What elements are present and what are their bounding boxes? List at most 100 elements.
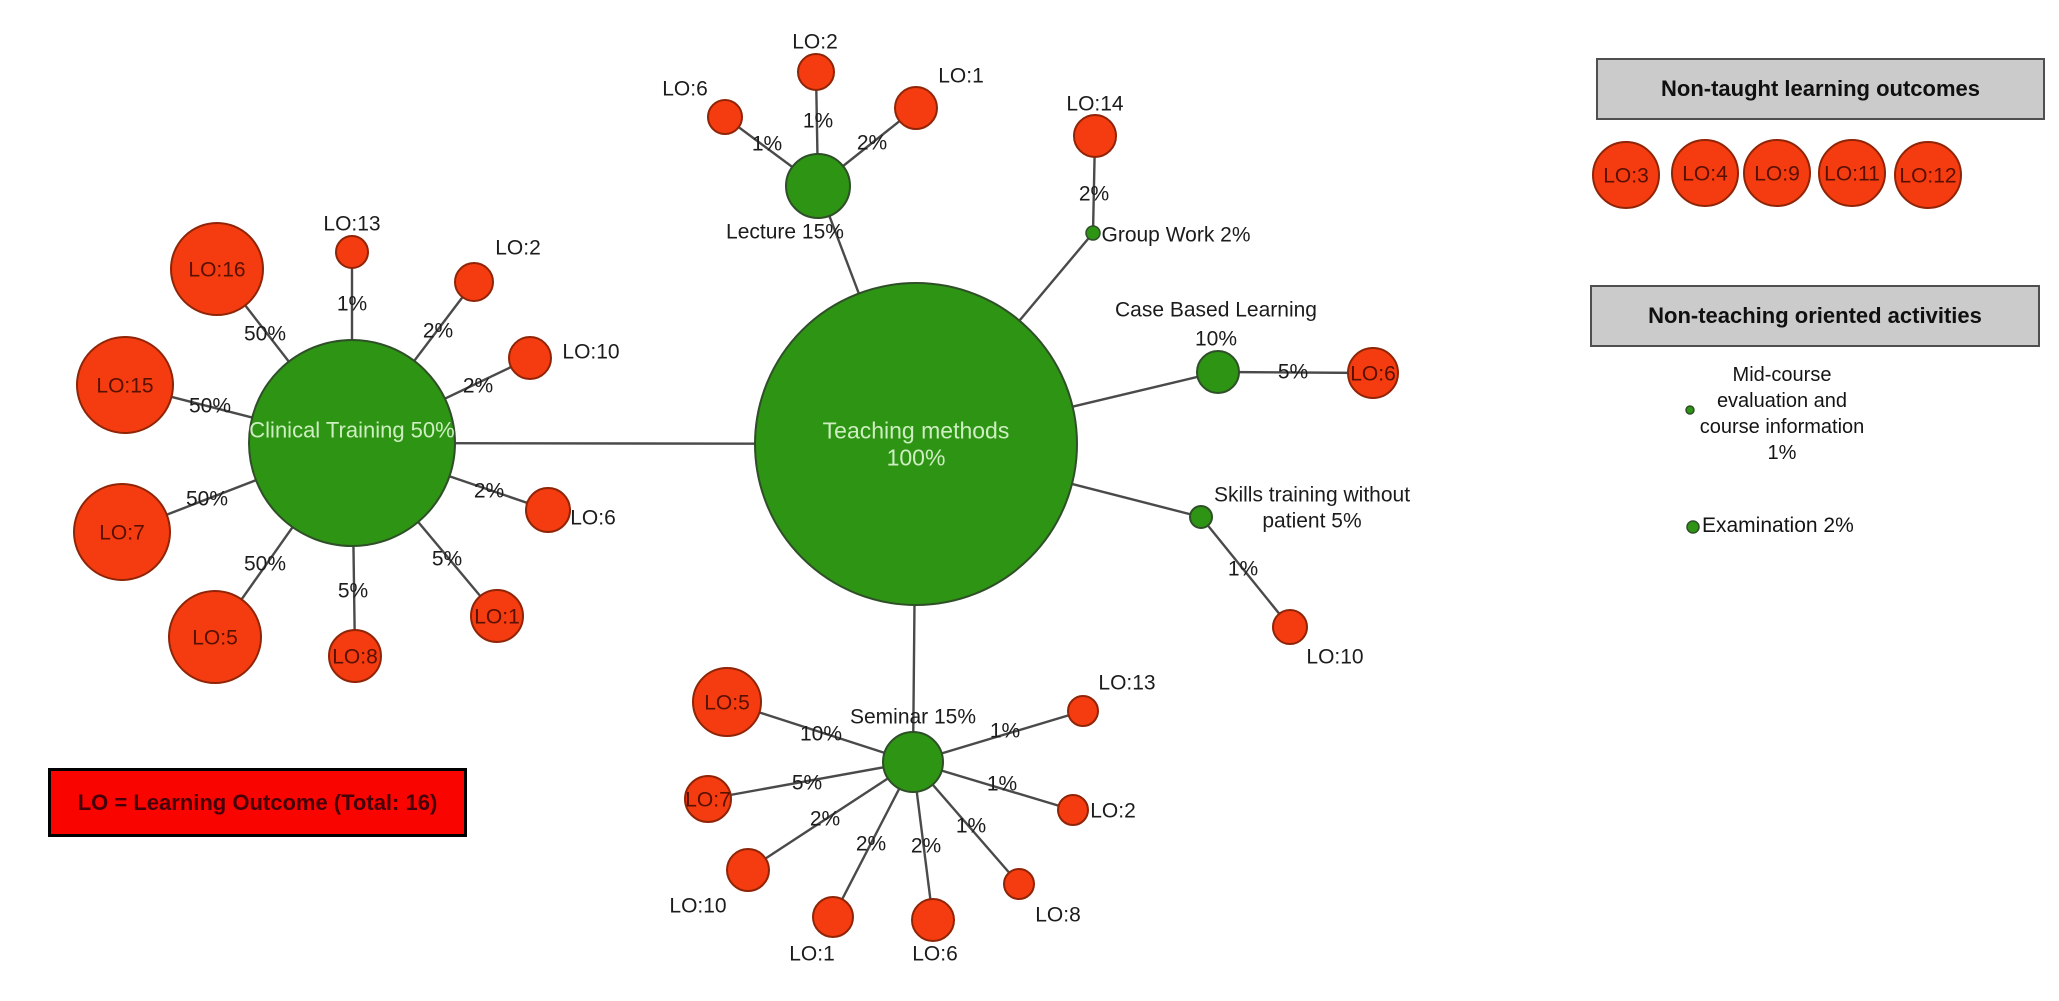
edge-label-seminar-lo10-seminar: 2% xyxy=(810,807,840,830)
node-label-teaching-methods: Teaching methods 100% xyxy=(823,418,1010,471)
node-lo10-seminar xyxy=(726,848,770,892)
node-case-based-learning xyxy=(1196,350,1240,394)
node-lo9-nontaught xyxy=(1743,139,1811,207)
edge-seminar-lo7-seminar xyxy=(707,760,914,801)
node-label-lo1-lecture: LO:1 xyxy=(938,64,984,87)
skills-training-label: Skills training without patient 5% xyxy=(1214,483,1410,532)
node-label-lo6-clinical: LO:6 xyxy=(570,506,616,529)
node-lo1-clinical xyxy=(470,589,524,643)
node-label-lo7-clinical: LO:7 xyxy=(99,521,145,544)
lecture-label: Lecture 15% xyxy=(726,220,844,243)
node-label-lo6-case-based: LO:6 xyxy=(1350,362,1396,385)
case-based-learning-label: Case Based Learning 10% xyxy=(1115,298,1317,350)
node-label-lo10-skills: LO:10 xyxy=(1306,645,1363,668)
node-lecture xyxy=(785,153,851,219)
node-label-lo14-group-work: LO:14 xyxy=(1066,92,1124,115)
edge-label-seminar-lo7-seminar: 5% xyxy=(792,771,822,794)
node-lo8-seminar xyxy=(1003,868,1035,900)
node-label-lo2-lecture: LO:2 xyxy=(792,30,838,53)
group-work-label: Group Work 2% xyxy=(1102,223,1251,246)
node-mid-course-dot xyxy=(1685,405,1695,415)
node-label-lo10-clinical: LO:10 xyxy=(562,340,619,363)
edge-label-case-based-learning-lo6-case-based: 5% xyxy=(1278,360,1308,383)
examination-label: Examination 2% xyxy=(1702,514,1854,537)
node-label-lo13-seminar: LO:13 xyxy=(1098,671,1155,694)
node-lo6-case-based xyxy=(1347,347,1399,399)
node-teaching-methods xyxy=(754,282,1078,606)
edge-label-lecture-lo2-lecture: 1% xyxy=(803,109,833,132)
node-lo10-skills xyxy=(1272,609,1308,645)
edge-label-clinical-training-lo10-clinical: 2% xyxy=(463,374,493,397)
node-label-lo2-clinical: LO:2 xyxy=(495,236,541,259)
edge-label-seminar-lo6-seminar: 2% xyxy=(911,834,941,857)
edge-label-group-work-lo14-group-work: 2% xyxy=(1079,182,1109,205)
node-lo11-nontaught xyxy=(1818,139,1886,207)
node-lo8-clinical xyxy=(328,629,382,683)
node-label-lo1-seminar: LO:1 xyxy=(789,942,835,965)
node-lo6-seminar xyxy=(911,898,955,942)
node-lo10-clinical xyxy=(508,336,552,380)
edge-label-clinical-training-lo7-clinical: 50% xyxy=(186,487,228,510)
node-group-work xyxy=(1085,225,1101,241)
edge-label-lecture-lo1-lecture: 2% xyxy=(857,131,887,154)
node-lo2-lecture xyxy=(797,53,835,91)
node-lo2-seminar xyxy=(1057,794,1089,826)
node-label-lo13-clinical: LO:13 xyxy=(323,212,380,235)
edge-label-clinical-training-lo13-clinical: 1% xyxy=(337,292,367,315)
edge-label-skills-training-lo10-skills: 1% xyxy=(1228,557,1258,580)
node-label-lo10-seminar: LO:10 xyxy=(669,894,726,917)
node-label-lo9-nontaught: LO:9 xyxy=(1754,162,1800,185)
edge-skills-training-lo10-skills xyxy=(1200,516,1291,628)
edge-label-seminar-lo2-seminar: 1% xyxy=(987,772,1017,795)
node-lo1-lecture xyxy=(894,86,938,130)
node-label-lo5-seminar: LO:5 xyxy=(704,691,750,714)
non-taught-outcomes-header: Non-taught learning outcomes xyxy=(1596,58,2045,120)
non-teaching-activities-header: Non-teaching oriented activities xyxy=(1590,285,2040,347)
edge-label-seminar-lo13-seminar: 1% xyxy=(990,719,1020,742)
node-examination-dot xyxy=(1686,520,1700,534)
edge-label-clinical-training-lo16-clinical: 50% xyxy=(244,322,286,345)
node-lo5-seminar xyxy=(692,667,762,737)
edge-label-seminar-lo8-seminar: 1% xyxy=(956,814,986,837)
edge-label-clinical-training-lo5-clinical: 50% xyxy=(244,552,286,575)
node-lo2-clinical xyxy=(454,262,494,302)
edge-label-seminar-lo1-seminar: 2% xyxy=(856,832,886,855)
edge-label-clinical-training-lo8-clinical: 5% xyxy=(338,579,368,602)
node-lo6-lecture xyxy=(707,99,743,135)
edge-label-lecture-lo6-lecture: 1% xyxy=(752,132,782,155)
node-label-lo6-seminar: LO:6 xyxy=(912,942,958,965)
edge-seminar-lo10-seminar xyxy=(747,760,914,872)
edge-label-clinical-training-lo2-clinical: 2% xyxy=(423,319,453,342)
node-lo16-clinical xyxy=(170,222,264,316)
node-skills-training xyxy=(1189,505,1213,529)
edge-label-clinical-training-lo6-clinical: 2% xyxy=(474,479,504,502)
node-lo14-group-work xyxy=(1073,114,1117,158)
node-label-lo7-seminar: LO:7 xyxy=(685,788,731,811)
node-label-lo5-clinical: LO:5 xyxy=(192,626,238,649)
node-lo5-clinical xyxy=(168,590,262,684)
node-clinical-training xyxy=(248,339,456,547)
node-label-clinical-training: Clinical Training 50% xyxy=(249,418,454,443)
edge-label-seminar-lo5-seminar: 10% xyxy=(800,722,842,745)
learning-outcome-legend: LO = Learning Outcome (Total: 16) xyxy=(48,768,467,837)
node-lo13-seminar xyxy=(1067,695,1099,727)
node-label-lo8-clinical: LO:8 xyxy=(332,645,378,668)
node-label-lo16-clinical: LO:16 xyxy=(188,258,245,281)
node-label-lo8-seminar: LO:8 xyxy=(1035,903,1081,926)
node-label-lo3-nontaught: LO:3 xyxy=(1603,164,1649,187)
node-lo15-clinical xyxy=(76,336,174,434)
node-label-lo11-nontaught: LO:11 xyxy=(1824,162,1880,185)
node-label-lo12-nontaught: LO:12 xyxy=(1899,164,1956,187)
node-label-lo4-nontaught: LO:4 xyxy=(1682,162,1728,185)
seminar-label: Seminar 15% xyxy=(850,705,976,728)
node-lo7-clinical xyxy=(73,483,171,581)
node-lo1-seminar xyxy=(812,896,854,938)
node-lo12-nontaught xyxy=(1894,141,1962,209)
node-label-lo1-clinical: LO:1 xyxy=(474,605,520,628)
node-seminar xyxy=(882,731,944,793)
node-label-lo15-clinical: LO:15 xyxy=(96,374,153,397)
mid-course-evaluation-label: Mid-course evaluation and course informa… xyxy=(1699,364,1865,464)
node-lo13-clinical xyxy=(335,235,369,269)
